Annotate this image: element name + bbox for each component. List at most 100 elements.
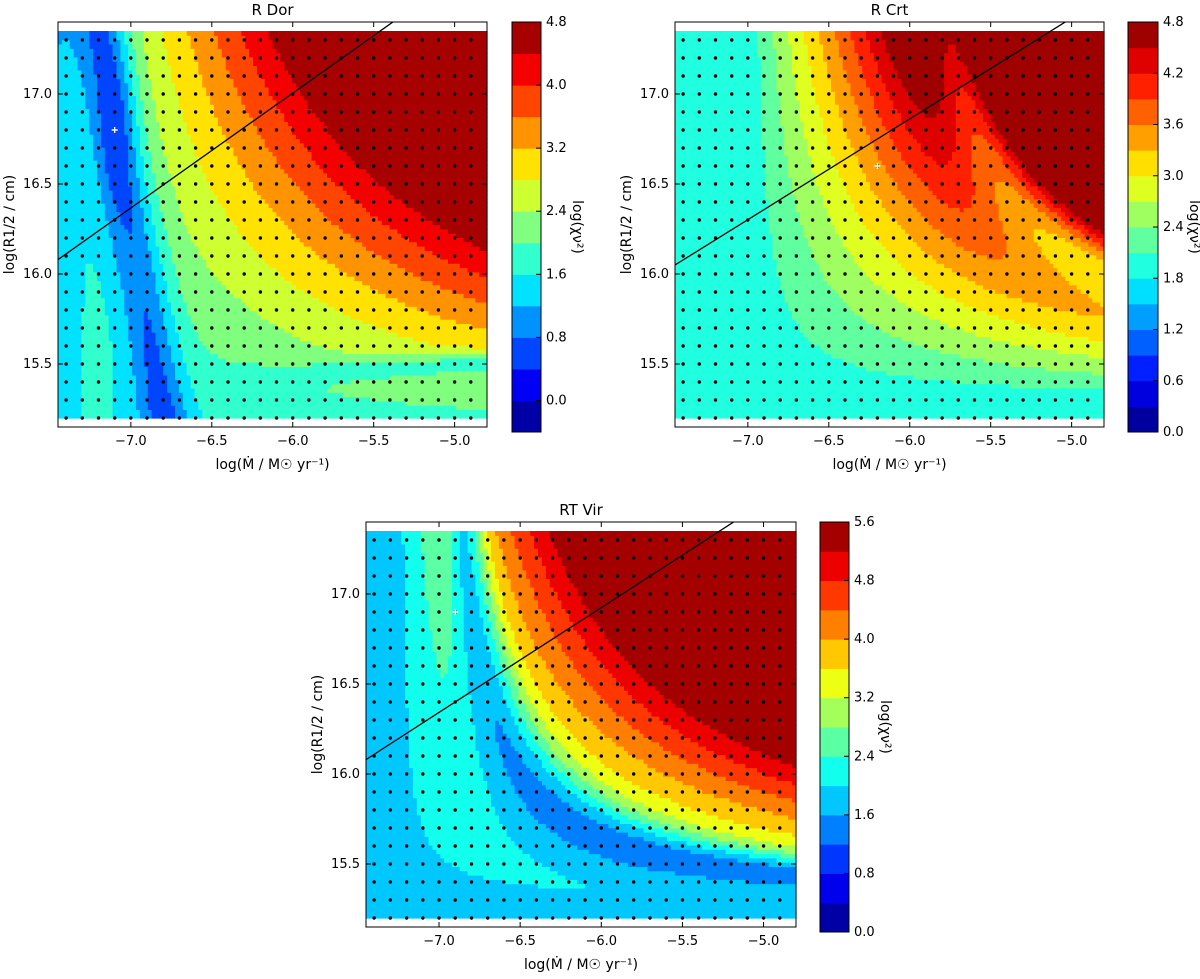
heatmap-cell [101,358,106,363]
heatmap-cell [265,392,270,397]
heatmap-cell [237,164,242,169]
heatmap-cell [179,44,184,49]
heatmap-cell [132,74,137,79]
heatmap-cell [198,126,203,131]
heatmap-cell [198,182,203,187]
heatmap-cell [167,61,172,66]
heatmap-cell [237,44,242,49]
heatmap-cell [269,293,274,298]
heatmap-cell [249,130,254,135]
heatmap-cell [120,139,125,144]
heatmap-cell [128,375,133,380]
heatmap-cell [124,371,129,376]
heatmap-cell [218,199,223,204]
heatmap-cell [109,405,114,410]
heatmap-cell [167,375,172,380]
heatmap-cell [222,169,227,174]
heatmap-cell [140,250,145,255]
heatmap-cell [198,53,203,58]
heatmap-cell [132,405,137,410]
heatmap-cell [257,104,262,109]
heatmap-cell [136,35,141,40]
heatmap-cell [85,375,90,380]
heatmap-cell [230,83,235,88]
heatmap-cell [198,194,203,199]
heatmap-cell [70,349,75,354]
heatmap-cell [237,134,242,139]
heatmap-cell [167,397,172,402]
heatmap-cell [237,203,242,208]
heatmap-cell [136,229,141,234]
heatmap-cell [132,229,137,234]
heatmap-cell [191,186,196,191]
heatmap-cell [241,151,246,156]
heatmap-cell [261,384,266,389]
heatmap-cell [93,151,98,156]
heatmap-cell [89,246,94,251]
heatmap-cell [226,31,231,36]
heatmap-cell [218,53,223,58]
heatmap-cell [74,130,79,135]
heatmap-cell [269,164,274,169]
heatmap-cell [101,341,106,346]
heatmap-cell [191,319,196,324]
heatmap-cell [183,272,188,277]
heatmap-cell [234,276,239,281]
heatmap-cell [97,259,102,264]
heatmap-cell [265,349,270,354]
heatmap-cell [109,280,114,285]
heatmap-cell [210,276,215,281]
heatmap-cell [273,225,278,230]
heatmap-cell [245,233,250,238]
heatmap-cell [183,199,188,204]
heatmap-cell [183,237,188,242]
heatmap-cell [132,272,137,277]
heatmap-cell [171,250,176,255]
heatmap-cell [120,250,125,255]
heatmap-cell [245,61,250,66]
heatmap-cell [156,268,161,273]
heatmap-cell [120,401,125,406]
heatmap-cell [218,61,223,66]
heatmap-cell [167,44,172,49]
heatmap-cell [179,212,184,217]
heatmap-cell [222,113,227,118]
heatmap-cell [159,87,164,92]
heatmap-cell [237,229,242,234]
heatmap-cell [195,298,200,303]
heatmap-cell [265,143,270,148]
heatmap-cell [109,108,114,113]
heatmap-cell [156,371,161,376]
heatmap-cell [58,280,63,285]
heatmap-cell [156,139,161,144]
heatmap-cell [120,229,125,234]
heatmap-cell [214,250,219,255]
heatmap-cell [206,285,211,290]
heatmap-cell [152,78,157,83]
heatmap-cell [226,203,231,208]
heatmap-cell [144,117,149,122]
heatmap-cell [253,268,258,273]
heatmap-cell [140,332,145,337]
heatmap-cell [62,190,67,195]
heatmap-cell [93,311,98,316]
heatmap-cell [167,242,172,247]
heatmap-cell [183,375,188,380]
heatmap-cell [230,298,235,303]
heatmap-cell [140,83,145,88]
heatmap-cell [179,87,184,92]
heatmap-cell [89,203,94,208]
heatmap-cell [105,345,110,350]
heatmap-cell [237,375,242,380]
heatmap-cell [226,61,231,66]
heatmap-cell [97,212,102,217]
heatmap-cell [89,332,94,337]
heatmap-cell [249,108,254,113]
heatmap-cell [187,31,192,36]
heatmap-cell [152,349,157,354]
heatmap-cell [214,229,219,234]
heatmap-cell [152,31,157,36]
heatmap-cell [74,40,79,45]
heatmap-cell [105,259,110,264]
heatmap-cell [241,186,246,191]
